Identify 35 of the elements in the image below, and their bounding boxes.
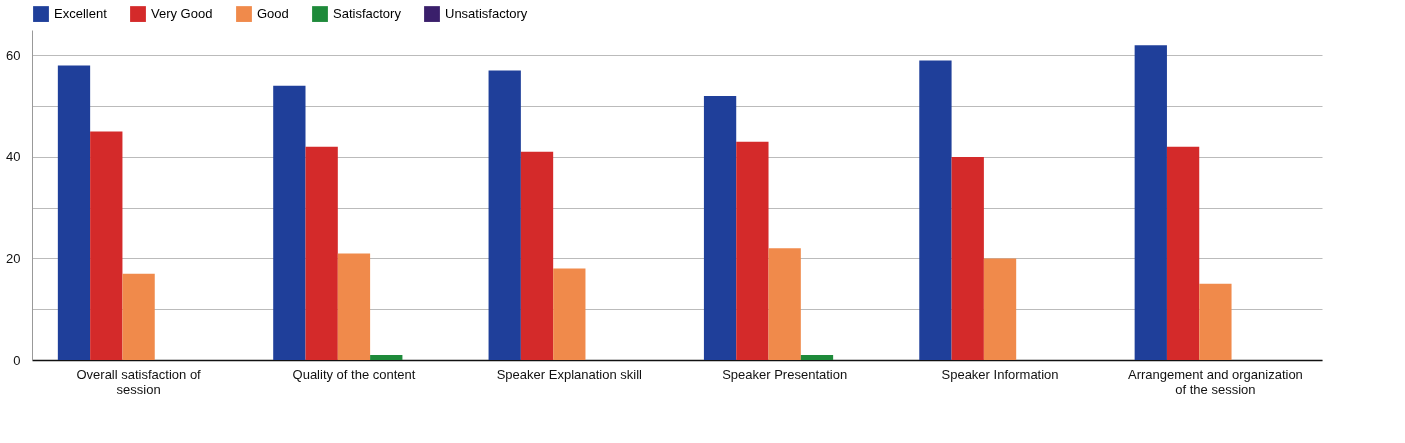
bar — [768, 248, 801, 360]
y-tick-label: 40 — [6, 149, 21, 165]
bar — [122, 273, 155, 360]
bar — [90, 131, 123, 360]
y-tick-label: 60 — [6, 47, 21, 63]
bar — [520, 151, 554, 360]
legend-label: Good — [257, 6, 289, 22]
bar — [488, 70, 521, 360]
legend-label: Satisfactory — [333, 6, 402, 22]
bar — [703, 96, 737, 360]
legend-label: Excellent — [54, 6, 108, 22]
bar — [1134, 45, 1167, 360]
bar — [553, 268, 586, 360]
bar — [951, 156, 984, 360]
bar — [983, 258, 1017, 360]
x-tick-label: Speaker Information — [941, 366, 1059, 382]
bar — [919, 60, 952, 360]
y-tick-label: 20 — [6, 250, 21, 266]
bar — [337, 253, 371, 360]
bar — [273, 85, 306, 360]
bar — [305, 146, 338, 360]
x-tick-label: Speaker Presentation — [722, 366, 848, 382]
x-tick-label: Speaker Explanation skill — [496, 366, 643, 382]
legend-label: Very Good — [151, 6, 213, 22]
y-tick-label: 0 — [13, 352, 21, 368]
x-tick-label: Arrangement and organization of the session — [1127, 366, 1303, 397]
bar — [1166, 146, 1200, 360]
legend-label: Unsatisfactory — [445, 6, 528, 22]
bar — [370, 354, 403, 360]
x-tick-label: Overall satisfaction of session — [76, 366, 202, 397]
x-tick-label: Quality of the content — [292, 366, 416, 382]
bar — [1199, 283, 1232, 360]
bar — [736, 141, 769, 360]
bar — [57, 65, 91, 360]
bar — [800, 354, 834, 360]
